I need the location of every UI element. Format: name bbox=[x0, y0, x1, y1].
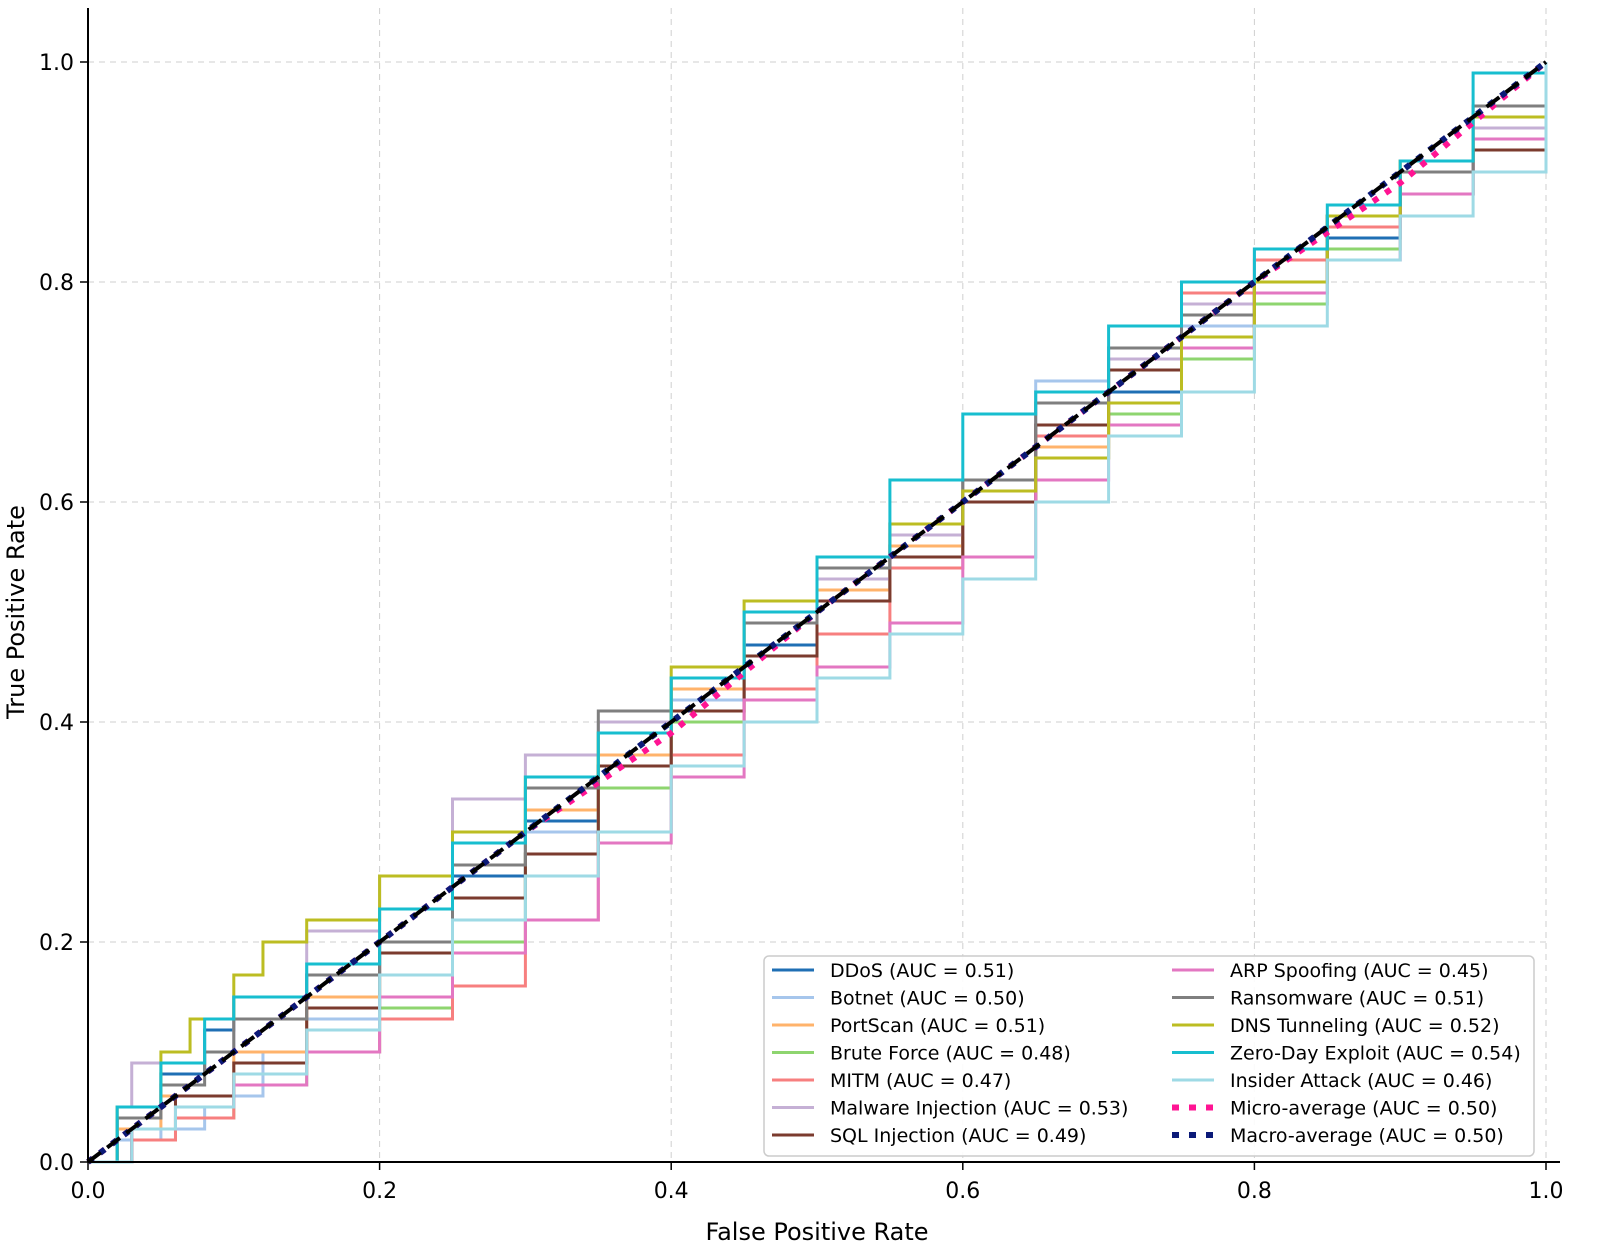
x-tick-label: 0.6 bbox=[945, 1179, 980, 1204]
ticks: 0.0 0.2 0.4 0.6 0.8 1.0 0.0 0.2 0.4 0.6 0.8 1.0 bbox=[39, 51, 1564, 1204]
legend-label-insider-attack: Insider Attack (AUC = 0.46) bbox=[1230, 1070, 1492, 1092]
y-tick-label: 1.0 bbox=[39, 51, 74, 76]
legend-label-dns-tunneling: DNS Tunneling (AUC = 0.52) bbox=[1230, 1015, 1499, 1037]
x-tick-label: 0.2 bbox=[362, 1179, 397, 1204]
y-tick-label: 0.4 bbox=[39, 711, 74, 736]
legend: DDoS (AUC = 0.51) Botnet (AUC = 0.50) Port… bbox=[763, 955, 1535, 1157]
y-tick-label: 0.0 bbox=[39, 1151, 74, 1176]
legend-label-portscan: PortScan (AUC = 0.51) bbox=[830, 1015, 1045, 1037]
legend-label-macro-average: Macro-average (AUC = 0.50) bbox=[1230, 1125, 1504, 1147]
legend-label-ransomware: Ransomware (AUC = 0.51) bbox=[1230, 988, 1484, 1010]
x-tick-label: 1.0 bbox=[1529, 1179, 1564, 1204]
series-line-macro-average bbox=[86, 59, 1548, 1165]
x-tick-label: 0.0 bbox=[71, 1179, 106, 1204]
x-tick-label: 0.4 bbox=[654, 1179, 689, 1204]
series-layer bbox=[86, 59, 1548, 1165]
legend-label-botnet: Botnet (AUC = 0.50) bbox=[830, 988, 1025, 1010]
legend-label-arp-spoofing: ARP Spoofing (AUC = 0.45) bbox=[1230, 960, 1488, 982]
legend-label-zero-day-exploit: Zero-Day Exploit (AUC = 0.54) bbox=[1230, 1043, 1521, 1065]
y-tick-label: 0.8 bbox=[39, 271, 74, 296]
legend-label-sql-injection: SQL Injection (AUC = 0.49) bbox=[830, 1125, 1086, 1147]
series-line-insider-attack bbox=[88, 62, 1548, 1164]
legend-label-malware-injection: Malware Injection (AUC = 0.53) bbox=[830, 1098, 1128, 1120]
axes bbox=[87, 8, 1560, 1163]
x-axis-label: False Positive Rate bbox=[705, 1218, 928, 1246]
y-tick-label: 0.6 bbox=[39, 491, 74, 516]
legend-label-mitm: MITM (AUC = 0.47) bbox=[830, 1070, 1011, 1092]
y-tick-label: 0.2 bbox=[39, 931, 74, 956]
y-axis-label: True Positive Rate bbox=[2, 505, 30, 720]
legend-label-brute-force: Brute Force (AUC = 0.48) bbox=[830, 1043, 1071, 1065]
x-tick-label: 0.8 bbox=[1237, 1179, 1272, 1204]
legend-box bbox=[763, 955, 1535, 1157]
diagonal-reference-line bbox=[86, 60, 1548, 1164]
legend-label-ddos: DDoS (AUC = 0.51) bbox=[830, 960, 1014, 982]
legend-label-micro-average: Micro-average (AUC = 0.50) bbox=[1230, 1098, 1497, 1120]
